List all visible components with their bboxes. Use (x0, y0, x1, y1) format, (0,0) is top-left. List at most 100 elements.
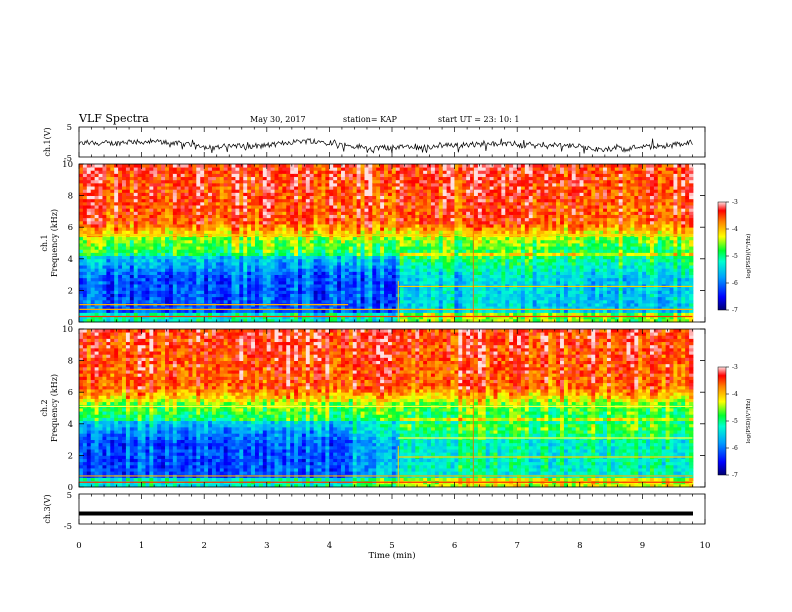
spectrogram-cell (137, 265, 142, 269)
spectrogram-cell (458, 236, 463, 241)
spectrogram-cell (98, 208, 103, 212)
spectrogram-cell (430, 186, 436, 190)
spectrogram-cell (227, 167, 232, 171)
spectrogram-cell (141, 243, 146, 247)
spectrogram-cell (192, 265, 197, 269)
spectrogram-cell (442, 290, 448, 294)
spectrogram-cell (114, 315, 119, 320)
spectrogram-cell (231, 271, 236, 275)
spectrogram-cell (290, 258, 295, 263)
spectrogram-cell (208, 198, 213, 203)
spectrogram-cell (227, 192, 232, 196)
spectrogram-cell (243, 182, 248, 187)
spectrogram-cell (196, 179, 201, 184)
spectrogram-cell (94, 198, 99, 203)
spectrogram-cell (325, 309, 330, 313)
spectrogram-cell (348, 303, 354, 307)
spectrogram-cell (141, 205, 146, 209)
spectrogram-cell (227, 287, 232, 291)
spectrogram-cell (208, 255, 213, 260)
spectrogram-cell (411, 198, 416, 203)
spectrogram-cell (133, 192, 139, 196)
spectrogram-cell (79, 239, 84, 244)
spectrogram-cell (211, 220, 217, 225)
spectrogram-cell (301, 277, 307, 282)
spectrogram-cell (458, 205, 463, 209)
spectrogram-cell (251, 198, 256, 203)
spectrogram-cell (157, 201, 162, 206)
spectrogram-cell (325, 186, 330, 190)
spectrogram-cell (344, 243, 350, 247)
spectrogram-cell (239, 176, 244, 181)
spectrogram-cell (243, 217, 248, 222)
spectrogram-cell (251, 243, 256, 247)
spectrogram-cell (442, 195, 448, 200)
spectrogram-cell (208, 299, 213, 304)
spectrogram-cell (301, 274, 307, 279)
spectrogram-cell (165, 201, 170, 206)
spectrogram-cell (348, 274, 354, 279)
spectrogram-cell (407, 265, 412, 269)
spectrogram-cell (266, 318, 272, 323)
spectrogram-cell (305, 312, 311, 317)
spectrogram-cell (399, 201, 404, 206)
spectrogram-cell (321, 224, 326, 228)
spectrogram-cell (168, 252, 174, 257)
spectrogram-cell (227, 230, 232, 234)
spectrogram-cell (137, 255, 142, 260)
spectrogram-cell (168, 227, 174, 231)
spectrogram-cell (301, 179, 307, 184)
spectrogram-cell (313, 290, 318, 294)
spectrogram-cell (313, 195, 318, 200)
spectrogram-cell (251, 268, 256, 272)
spectrogram-cell (372, 284, 377, 288)
spectrogram-cell (161, 192, 166, 196)
spectrogram-cell (208, 296, 213, 301)
spectrogram-cell (466, 315, 471, 320)
spectrogram-cell (278, 261, 283, 266)
spectrogram-cell (274, 287, 279, 291)
spectrogram-cell (419, 309, 424, 313)
spectrogram-cell (168, 284, 174, 288)
spectrogram-cell (356, 274, 361, 279)
spectrogram-cell (454, 195, 459, 200)
spectrogram-cell (278, 192, 283, 196)
spectrogram-cell (446, 208, 451, 212)
spectrogram-cell (305, 192, 311, 196)
spectrogram-cell (352, 318, 358, 323)
spectrogram-cell (368, 189, 373, 193)
spectrogram-cell (348, 189, 354, 193)
spectrogram-cell (133, 246, 139, 250)
spectrogram-cell (442, 299, 448, 304)
spectrogram-cell (442, 170, 448, 174)
spectrogram-cell (172, 255, 178, 260)
spectrogram-cell (223, 198, 229, 203)
spectrogram-cell (208, 236, 213, 241)
spectrogram-cell (274, 224, 279, 228)
spectrogram-cell (415, 271, 420, 275)
spectrogram-cell (395, 189, 401, 193)
spectrogram-cell (282, 239, 287, 244)
spectrogram-cell (161, 167, 166, 171)
spectrogram-cell (149, 312, 154, 317)
spectrogram-cell (180, 271, 185, 275)
spectrogram-cell (384, 195, 389, 200)
spectrogram-cell (294, 189, 299, 193)
spectrogram-cell (317, 274, 322, 279)
spectrogram-cell (188, 274, 193, 279)
spectrogram-cell (462, 211, 467, 215)
spectrogram-cell (403, 274, 408, 279)
spectrogram-cell (247, 293, 252, 298)
spectrogram-cell (372, 280, 377, 285)
spectrogram-cell (125, 271, 131, 275)
spectrogram-cell (184, 236, 189, 241)
spectrogram-cell (176, 296, 182, 301)
spectrogram-cell (348, 252, 354, 257)
spectrogram-cell (298, 255, 303, 260)
spectrogram-cell (411, 293, 416, 298)
spectrogram-cell (157, 179, 162, 184)
spectrogram-cell (399, 303, 404, 307)
spectrogram-cell (395, 176, 401, 181)
spectrogram-cell (215, 315, 221, 320)
spectrogram-cell (125, 201, 131, 206)
